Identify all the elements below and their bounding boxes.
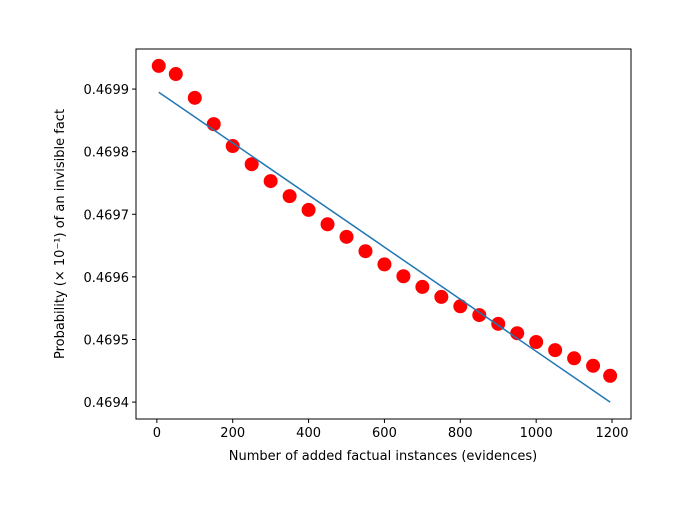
- y-tick-label: 0.4699: [84, 83, 130, 98]
- scatter-point: [415, 279, 430, 294]
- scatter-point: [320, 217, 335, 232]
- scatter-point: [529, 334, 544, 349]
- y-tick-label: 0.4695: [84, 333, 130, 348]
- x-tick-label: 200: [220, 426, 245, 441]
- scatter-point: [244, 157, 259, 172]
- x-tick-label: 800: [448, 426, 473, 441]
- scatter-point: [586, 358, 601, 373]
- scatter-point: [206, 117, 221, 132]
- scatter-point: [434, 289, 449, 304]
- scatter-point: [263, 174, 278, 189]
- scatter-point: [187, 90, 202, 105]
- y-tick-label: 0.4694: [84, 396, 130, 411]
- x-tick-label: 1000: [520, 426, 553, 441]
- scatter-point: [603, 368, 618, 383]
- y-axis-label: Probability (× 10⁻¹) of an invisible fac…: [53, 109, 68, 359]
- scatter-point: [396, 269, 411, 284]
- x-axis-label: Number of added factual instances (evide…: [229, 449, 537, 464]
- scatter-point: [225, 139, 240, 154]
- x-tick-label: 600: [372, 426, 397, 441]
- scatter-point: [301, 202, 316, 217]
- scatter-point: [358, 244, 373, 259]
- scatter-point: [282, 189, 297, 204]
- plot-frame: [135, 48, 632, 420]
- scatter-point: [339, 229, 354, 244]
- x-tick-label: 0: [153, 426, 161, 441]
- x-tick-label: 400: [296, 426, 321, 441]
- line: [158, 91, 611, 403]
- scatter-point: [567, 351, 582, 366]
- scatter-point: [472, 308, 487, 323]
- x-tick-label: 1200: [595, 426, 628, 441]
- y-tick-label: 0.4698: [84, 146, 130, 161]
- y-tick-label: 0.4696: [84, 271, 130, 286]
- scatter-point: [168, 67, 183, 82]
- scatter-point: [548, 343, 563, 358]
- scatter-point: [377, 257, 392, 272]
- scatter-point: [151, 58, 166, 73]
- y-tick-label: 0.4697: [84, 208, 130, 223]
